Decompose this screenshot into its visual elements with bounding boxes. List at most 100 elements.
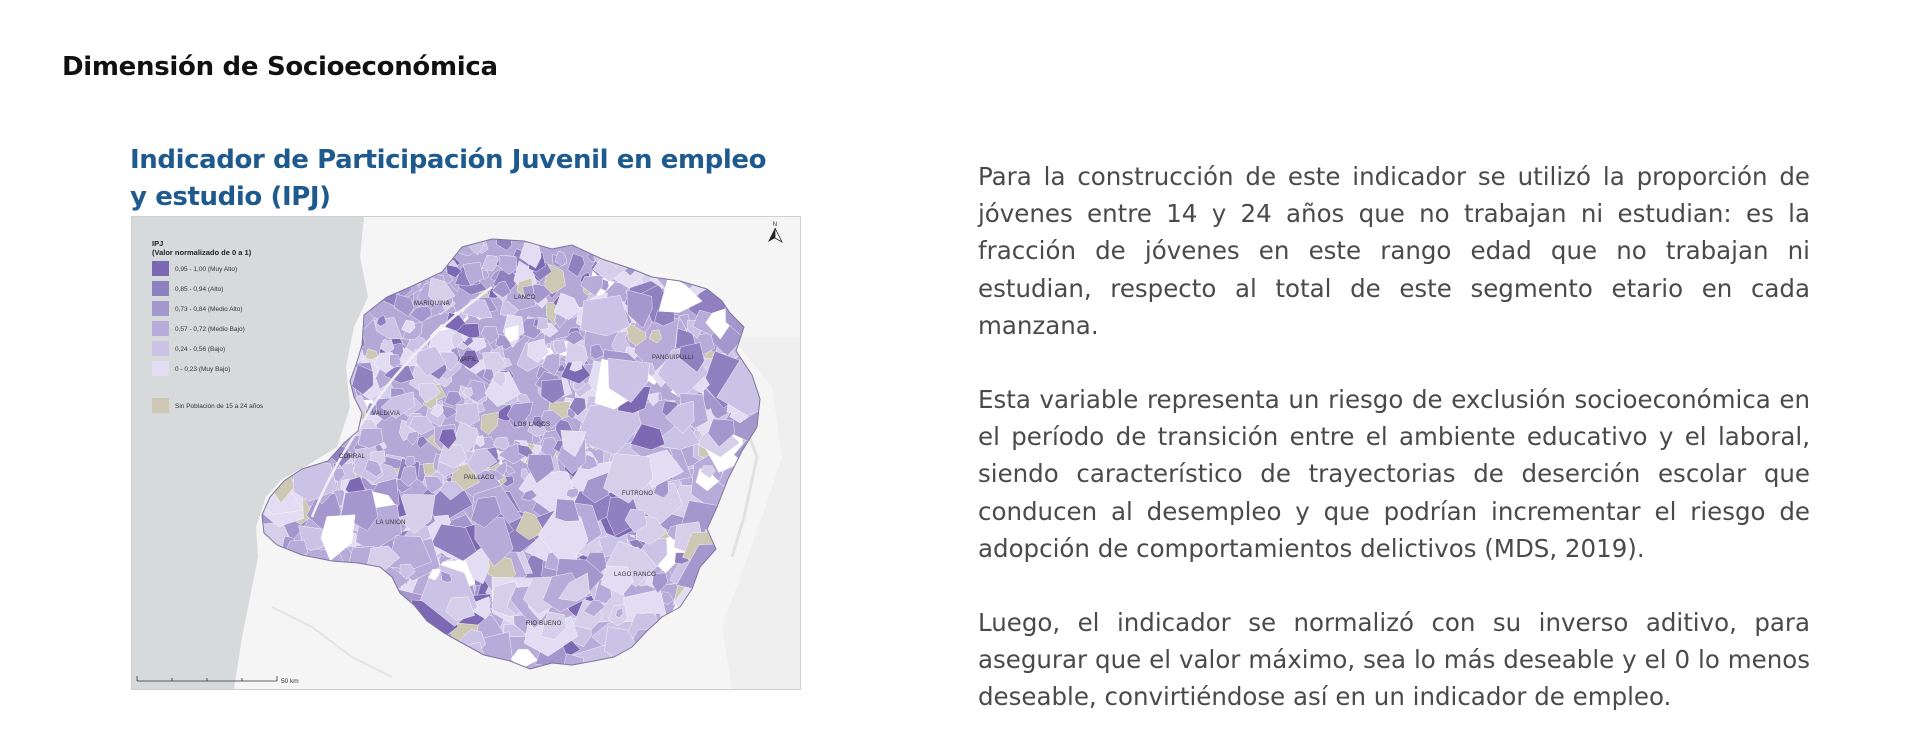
map-block — [553, 292, 581, 321]
place-labels: MARIQUINA LANCO MAFIL PANGUIPULLI VALDIV… — [339, 295, 693, 627]
map-block — [665, 400, 695, 434]
map-block — [458, 349, 480, 370]
description-text: Para la construcción de este indicador s… — [978, 158, 1810, 753]
place-label-futrono: FUTRONO — [622, 491, 653, 497]
legend-label-4: 0,24 - 0,56 (Bajo) — [175, 346, 225, 353]
map-block — [444, 391, 462, 407]
map-block — [540, 611, 567, 640]
map-block — [492, 280, 512, 298]
map-block — [445, 596, 475, 622]
map-block — [568, 397, 587, 416]
legend-swatch-1 — [152, 281, 169, 296]
place-label-lanco: LANCO — [514, 295, 536, 301]
map-block — [438, 428, 457, 450]
map-block — [446, 264, 462, 278]
place-label-lago-ranco: LAGO RANCO — [614, 572, 656, 578]
map-block — [554, 498, 580, 522]
map-block — [519, 242, 542, 269]
map-block — [498, 255, 518, 275]
legend-label-0: 0,95 - 1,00 (Muy Alto) — [175, 266, 237, 273]
map-block — [493, 436, 510, 450]
map-block — [424, 476, 444, 494]
paragraph-3: Luego, el indicador se normalizó con su … — [978, 608, 1810, 712]
map-block — [580, 275, 603, 297]
map-block — [607, 357, 650, 403]
scale-label: 50 km — [281, 678, 299, 685]
map-block — [553, 339, 568, 355]
legend-title: IPJ — [152, 239, 163, 248]
map-block — [658, 274, 703, 313]
map-block — [415, 345, 446, 377]
map-block — [583, 600, 606, 617]
map-block — [401, 319, 416, 334]
map-block — [430, 404, 444, 418]
map-block — [480, 326, 500, 344]
sea-area — [132, 217, 368, 689]
map-block — [438, 444, 468, 469]
map-block — [456, 323, 481, 339]
map-block — [393, 294, 415, 317]
map-block — [630, 423, 666, 451]
legend-swatch-5 — [152, 361, 169, 376]
legend-swatch-2 — [152, 301, 169, 316]
map-legend: IPJ (Valor normalizado de 0 a 1) 0,95 - … — [152, 239, 264, 413]
map-block — [430, 523, 477, 562]
map-block — [504, 324, 519, 343]
indicator-title: Indicador de Participación Juvenil en em… — [130, 145, 767, 212]
place-label-rio-bueno: RIO BUENO — [526, 621, 562, 627]
place-label-mariquina: MARIQUINA — [414, 301, 450, 307]
legend-swatch-0 — [152, 261, 169, 276]
map-block — [648, 329, 662, 344]
map-block — [521, 489, 538, 501]
map-block — [408, 415, 435, 435]
map-block — [506, 401, 533, 427]
map-block — [470, 496, 502, 529]
region-map: IPJ (Valor normalizado de 0 a 1) 0,95 - … — [131, 216, 801, 690]
map-block — [364, 348, 379, 360]
map-block — [515, 511, 545, 541]
place-label-corral: CORRAL — [339, 454, 366, 460]
map-block — [389, 354, 402, 369]
map-block — [380, 391, 415, 419]
map-block — [603, 453, 654, 504]
map-block — [527, 338, 550, 363]
north-arrow-icon: N — [768, 222, 783, 244]
legend-label-5: 0 - 0,23 (Muy Bajo) — [175, 366, 230, 373]
map-block — [624, 508, 648, 533]
map-block — [558, 572, 590, 602]
map-block — [716, 359, 760, 416]
map-block — [466, 447, 498, 476]
map-block — [700, 465, 716, 479]
map-block — [564, 331, 585, 345]
legend-label-2: 0,73 - 0,84 (Medio Alto) — [175, 306, 243, 313]
map-block — [560, 430, 586, 457]
map-block — [492, 371, 506, 388]
map-block — [351, 364, 374, 395]
map-block — [569, 361, 583, 372]
map-block — [540, 436, 559, 461]
place-label-valdivia: VALDIVIA — [372, 411, 400, 417]
map-block — [320, 514, 356, 561]
map-block — [615, 607, 624, 619]
place-label-los-lagos: LOS LAGOS — [514, 422, 550, 428]
place-label-mafil: MAFIL — [458, 357, 477, 363]
map-block — [428, 568, 441, 581]
map-block — [647, 392, 659, 407]
map-block — [678, 342, 705, 373]
map-block — [404, 456, 416, 468]
map-block — [380, 339, 395, 354]
map-block — [540, 378, 565, 405]
map-block — [376, 314, 387, 327]
paragraph-1: Para la construcción de este indicador s… — [978, 162, 1810, 340]
map-block — [462, 387, 473, 399]
map-block — [590, 343, 605, 360]
map-block — [462, 261, 484, 286]
map-block — [357, 427, 384, 449]
map-block — [520, 468, 529, 481]
map-block — [494, 461, 507, 476]
map-block — [605, 540, 658, 588]
map-block — [440, 570, 453, 583]
map-block — [600, 565, 634, 596]
map-block — [554, 250, 568, 267]
map-block — [567, 253, 585, 277]
